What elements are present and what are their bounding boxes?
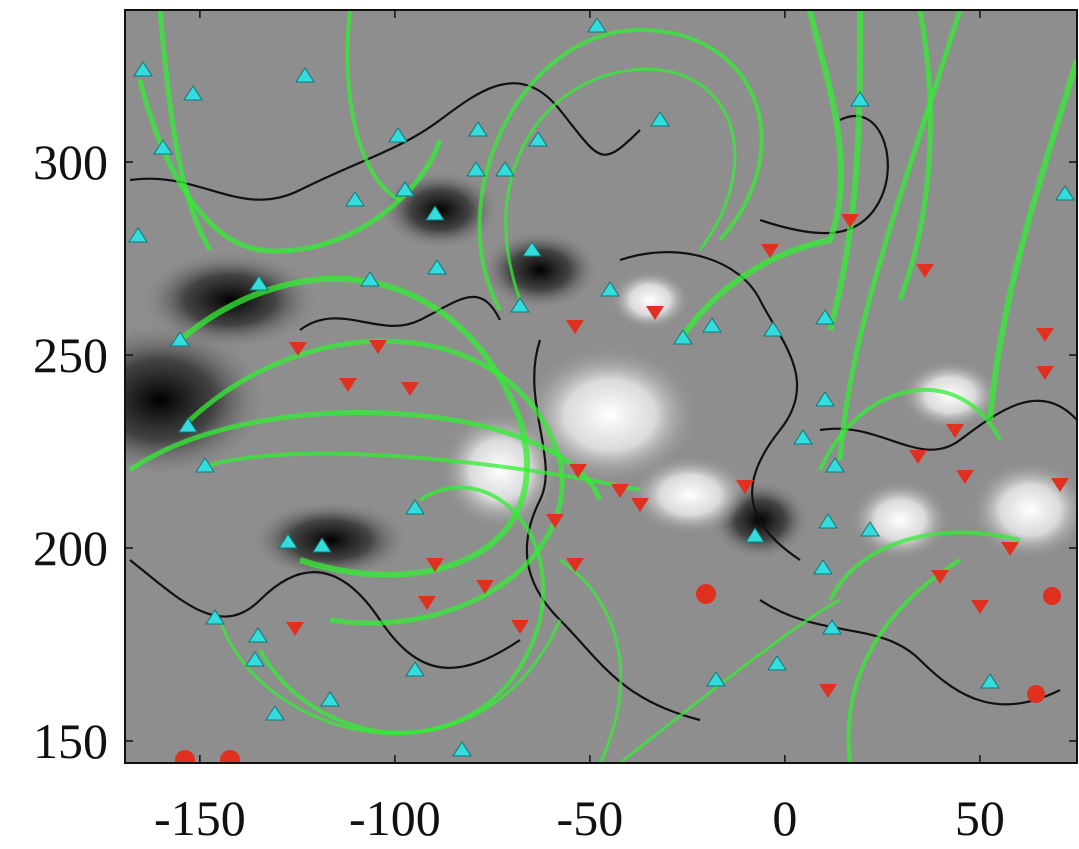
y-tick-label: 250	[33, 327, 108, 383]
chart: -150 -100 -50 0 50 150 200 250 300	[0, 0, 1079, 849]
y-tick-label: 150	[33, 713, 108, 769]
y-tick-label: 300	[33, 134, 108, 190]
y-tick-label: 200	[33, 520, 108, 576]
x-tick-label: -150	[154, 790, 246, 846]
x-tick-label: -50	[557, 790, 624, 846]
x-tick-label: 50	[955, 790, 1005, 846]
x-tick-label: 0	[772, 790, 797, 846]
x-tick-label: -100	[349, 790, 441, 846]
plot-area	[50, 10, 1079, 770]
